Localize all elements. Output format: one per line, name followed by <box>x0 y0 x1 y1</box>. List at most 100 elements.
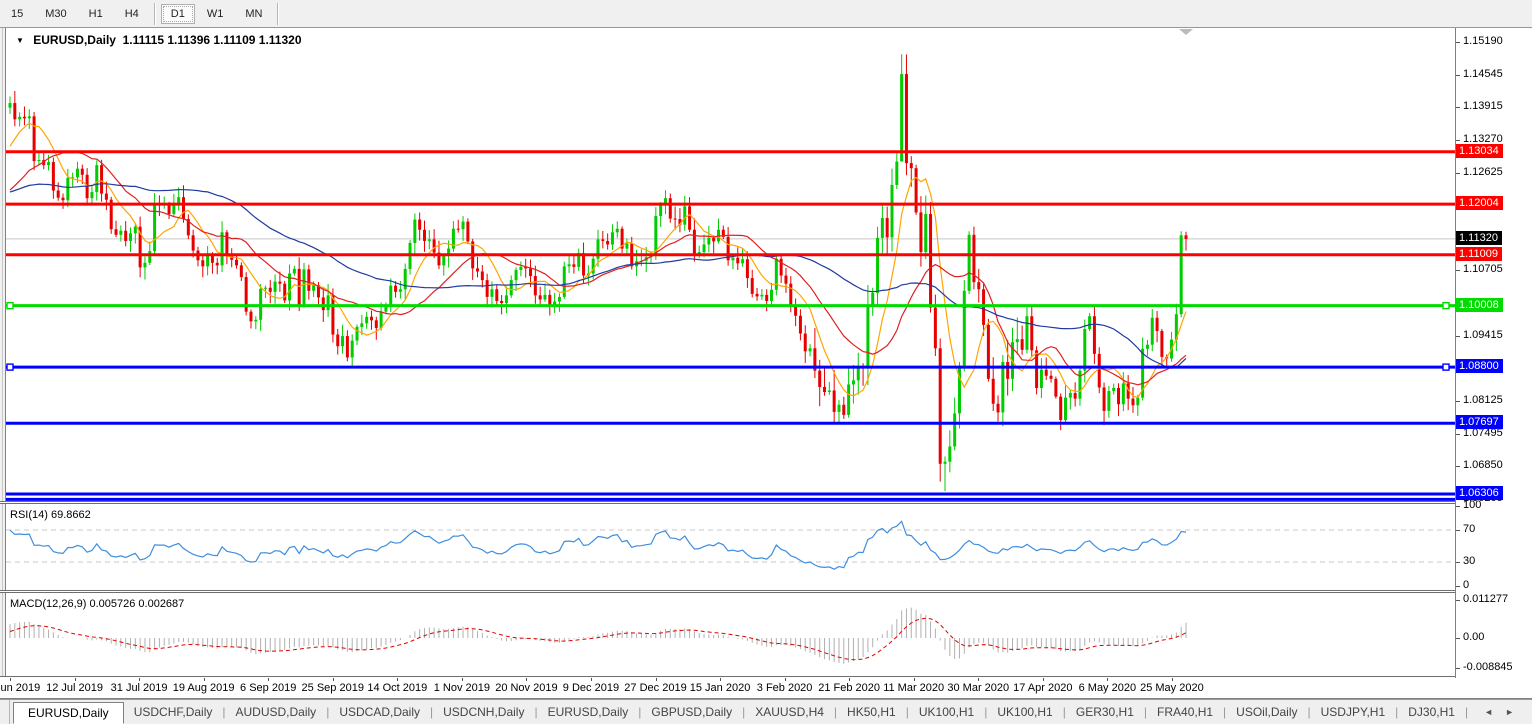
chart-tab-hk50h1[interactable]: HK50,H1 <box>847 705 896 719</box>
rsi-macd-separator[interactable] <box>0 590 1532 593</box>
candle-body <box>596 239 600 259</box>
chart-tab-eurusddaily[interactable]: EURUSD,Daily <box>13 701 124 724</box>
price-axis-label: 1.07495 <box>1463 426 1503 439</box>
tabs-scroll-left-icon[interactable]: ◄ <box>1484 707 1506 717</box>
timeframe-button-D1[interactable]: D1 <box>160 3 195 24</box>
candle-body <box>1150 317 1154 345</box>
price-axis-label: 1.13915 <box>1463 99 1503 112</box>
candle-body <box>750 278 754 294</box>
tab-separator: | <box>1223 705 1227 719</box>
candle-body <box>1035 350 1039 388</box>
tab-separator: | <box>1307 705 1311 719</box>
chart-tab-ger30h1[interactable]: GER30,H1 <box>1075 705 1134 719</box>
candle-body <box>702 244 706 253</box>
chart-tab-dj30h1[interactable]: DJ30,H1 <box>1408 705 1455 719</box>
chart-tab-fra40h1[interactable]: FRA40,H1 <box>1157 705 1214 719</box>
macd-panel-canvas[interactable] <box>6 593 1455 676</box>
chart-tab-usdchfdaily[interactable]: USDCHF,Daily <box>133 705 213 719</box>
chart-tab-usdcnhdaily[interactable]: USDCNH,Daily <box>443 705 525 719</box>
timeframe-button-W1[interactable]: W1 <box>206 7 224 20</box>
window-left-border <box>0 28 6 678</box>
candle-body <box>1184 235 1188 239</box>
tab-separator: | <box>638 705 642 719</box>
chart-tab-audusddaily[interactable]: AUDUSD,Daily <box>235 705 317 719</box>
price-axis-label: 1.08125 <box>1463 394 1503 407</box>
candle-body <box>1054 378 1058 397</box>
axis-tick <box>1456 270 1460 272</box>
candle-body <box>427 239 431 241</box>
chart-tab-gbpusddaily[interactable]: GBPUSD,Daily <box>651 705 733 719</box>
line-drag-handle[interactable] <box>1442 301 1450 310</box>
candle-body <box>374 320 378 328</box>
candle-body <box>215 262 219 266</box>
candle-body <box>365 316 369 324</box>
candle-body <box>109 199 113 230</box>
candle-body <box>172 204 176 214</box>
candle-body <box>1068 393 1072 398</box>
candle-body <box>66 177 70 201</box>
candle-body <box>177 197 181 205</box>
tabs-scroll-right-icon[interactable]: ► <box>1505 707 1526 717</box>
axis-tick <box>1456 667 1460 669</box>
chart-tab-xauusdh4[interactable]: XAUUSD,H4 <box>755 705 824 719</box>
candle-body <box>206 255 210 267</box>
candle-body <box>929 213 933 308</box>
timeframe-button-MN[interactable]: MN <box>245 7 263 20</box>
candle-body <box>1078 370 1082 399</box>
axis-tick <box>1456 599 1460 601</box>
candle-body <box>1145 344 1149 349</box>
candle-body <box>996 403 1000 413</box>
timeframe-button-M30[interactable]: M30 <box>45 7 67 20</box>
candle-body <box>880 218 884 238</box>
candle-body <box>263 287 267 289</box>
chart-tab-usdcaddaily[interactable]: USDCAD,Daily <box>339 705 420 719</box>
chart-tab-uk100h1[interactable]: UK100,H1 <box>918 705 975 719</box>
candle-body <box>1030 316 1034 351</box>
candle-body <box>384 304 388 312</box>
candle-body <box>1155 317 1159 331</box>
date-axis-label: 6 May 2020 <box>1078 682 1137 694</box>
candle-body <box>326 295 330 311</box>
candle-body <box>114 229 118 235</box>
symbol-dropdown-icon[interactable]: ▼ <box>16 36 24 45</box>
candle-body <box>379 311 383 328</box>
chart-shift-icon[interactable] <box>1179 29 1193 35</box>
candle-body <box>1049 375 1053 379</box>
candle-body <box>292 268 296 274</box>
candle-body <box>726 236 730 261</box>
main-rsi-separator[interactable] <box>0 501 1532 504</box>
timeframe-button-15[interactable]: 15 <box>11 7 24 20</box>
candle-body <box>615 228 619 233</box>
tab-separator: | <box>833 705 838 719</box>
ma-line-50 <box>9 183 1187 369</box>
date-tick <box>397 678 399 681</box>
candle-body <box>312 285 316 291</box>
candle-body <box>856 366 860 381</box>
tab-separator: | <box>1395 705 1399 719</box>
candle-body <box>451 228 455 249</box>
main-chart-canvas[interactable] <box>6 28 1455 501</box>
line-drag-handle[interactable] <box>1442 363 1450 371</box>
timeframe-toolbar: 15 M30 H1 H4 D1 W1 MN <box>0 0 1532 28</box>
axis-tick <box>1456 106 1460 108</box>
tab-separator: | <box>430 705 434 719</box>
timeframe-button-H4[interactable]: H4 <box>124 7 139 20</box>
candle-body <box>591 258 595 274</box>
chart-tab-usdjpyh1[interactable]: USDJPY,H1 <box>1320 705 1386 719</box>
date-tick <box>74 678 76 681</box>
chart-tab-usoildaily[interactable]: USOil,Daily <box>1236 705 1298 719</box>
line-drag-handle[interactable] <box>6 301 14 310</box>
candle-body <box>124 230 128 241</box>
chart-tab-eurusddaily[interactable]: EURUSD,Daily <box>547 705 629 719</box>
line-drag-handle[interactable] <box>6 363 14 371</box>
timeframe-button-H1[interactable]: H1 <box>88 7 103 20</box>
chart-tab-uk100h1[interactable]: UK100,H1 <box>997 705 1053 719</box>
candle-body <box>442 255 446 266</box>
rsi-panel-canvas[interactable] <box>6 504 1455 590</box>
candle-body <box>774 258 778 290</box>
candle-body <box>316 285 320 298</box>
date-axis-label: 24 Jun 2019 <box>0 682 41 694</box>
candle-body <box>133 226 137 234</box>
date-axis-label: 30 Mar 2020 <box>947 682 1010 694</box>
tab-separator: | <box>1143 705 1148 719</box>
